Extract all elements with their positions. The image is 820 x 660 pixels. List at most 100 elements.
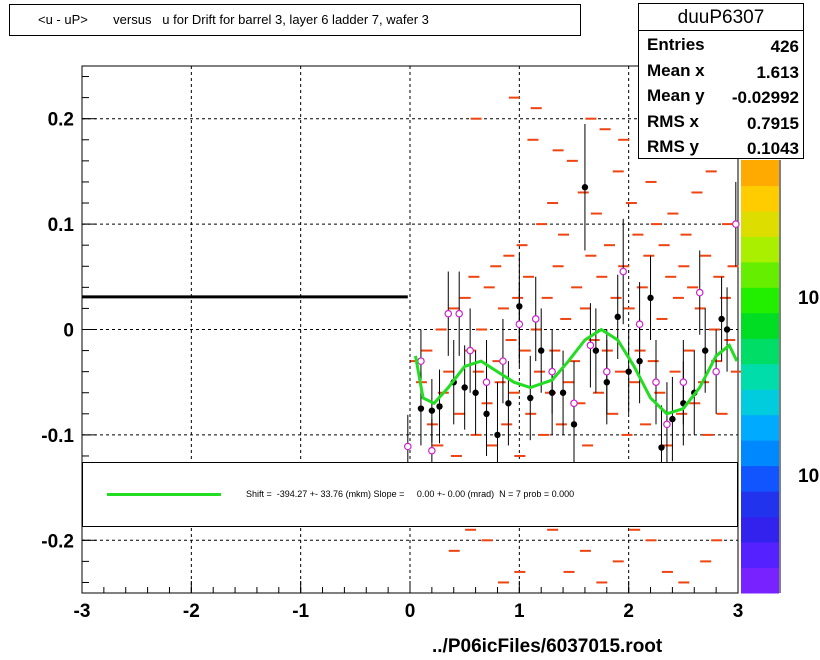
profile-point-open [548, 367, 556, 376]
legend-fit-swatch [107, 493, 221, 496]
histogram-cell [432, 444, 444, 447]
histogram-cell [623, 307, 635, 310]
histogram-cell [448, 549, 460, 552]
histogram-cell [549, 349, 561, 352]
histogram-cell [571, 286, 583, 289]
stats-label: RMS y [647, 137, 699, 156]
histogram-cell [547, 528, 559, 531]
histogram-cell [656, 317, 668, 320]
histogram-cell [563, 570, 575, 573]
histogram-cell [472, 370, 484, 373]
profile-point-open [619, 267, 628, 276]
histogram-cell [603, 244, 615, 247]
palette-band [741, 542, 779, 569]
histogram-cell [629, 528, 641, 531]
palette-band [741, 338, 779, 365]
histogram-cell [519, 349, 531, 352]
profile-point-filled [417, 405, 425, 412]
histogram-cell [538, 433, 550, 436]
histogram-cell [501, 423, 513, 426]
stats-label: Mean x [647, 60, 705, 80]
histogram-cell [665, 275, 677, 278]
histogram-cell [625, 202, 637, 205]
histogram-cell [669, 370, 681, 373]
histogram-cell [612, 560, 624, 563]
histogram-cell [508, 96, 520, 99]
histogram-cell [612, 170, 624, 173]
palette-band [741, 516, 779, 543]
histogram-cell [492, 360, 504, 363]
histogram-cell [676, 412, 688, 415]
histogram-cell [596, 275, 608, 278]
histogram-cell [727, 265, 739, 268]
histogram-cell [516, 244, 528, 247]
legend-fit-text: Shift = -394.27 +- 33.76 (mkm) Slope = 0… [246, 489, 575, 499]
histogram-cell [558, 233, 570, 236]
profile-point-open [570, 399, 578, 408]
profile-point-filled [505, 400, 512, 407]
profile-point-filled [669, 415, 676, 423]
profile-point-open [586, 341, 595, 350]
profile-point-filled [428, 407, 436, 414]
x-tick-label: 3 [733, 601, 744, 622]
histogram-cell [547, 202, 559, 205]
profile-point-open [602, 367, 611, 376]
histogram-cell [585, 254, 597, 257]
y-tick-label: -0.2 [41, 531, 74, 552]
profile-point-filled [723, 326, 731, 333]
histogram-cell [541, 296, 553, 299]
x-tick-label: 0 [405, 601, 416, 622]
y-tick-label: 0.1 [48, 215, 75, 236]
histogram-cell [421, 349, 433, 352]
stats-box: duuP6307 Entries 426 Mean x 1.613 Mean y… [638, 3, 804, 159]
histogram-cell [651, 223, 662, 226]
profile-point-filled [625, 368, 632, 375]
histogram-cell [470, 117, 482, 120]
histogram-cell [654, 391, 666, 394]
profile-point-filled [702, 347, 709, 354]
z-axis-label-upper: 10 [798, 288, 820, 309]
palette-band [741, 185, 779, 212]
x-tick-label: -2 [183, 601, 200, 622]
histogram-cell [443, 370, 455, 373]
palette-band [741, 465, 779, 492]
histogram-cell [579, 549, 591, 552]
profile-point-open [695, 288, 704, 297]
profile-point-open [652, 378, 660, 387]
profile-point-filled [494, 431, 501, 439]
stats-value: -0.02992 [731, 88, 799, 107]
fit-legend: Shift = -394.27 +- 33.76 (mkm) Slope = 0… [82, 462, 738, 527]
palette-band [741, 491, 779, 518]
histogram-cell [577, 191, 589, 194]
histogram-cell [560, 317, 572, 320]
profile-point-filled [614, 313, 621, 321]
profile-point-open [444, 309, 453, 318]
histogram-cell [593, 391, 605, 394]
profile-point-filled [461, 384, 468, 391]
histogram-cell [680, 233, 692, 236]
histogram-cell [645, 180, 657, 183]
histogram-cell [503, 254, 515, 257]
histogram-cell [588, 339, 600, 342]
x-tick-label: 1 [514, 601, 525, 622]
histogram-cell [582, 444, 594, 447]
histogram-cell [483, 286, 495, 289]
profile-point-filled [718, 315, 725, 323]
palette-band [741, 287, 779, 314]
histogram-cell [574, 402, 586, 405]
histogram-cell [527, 138, 539, 141]
stats-row-mean-x: Mean x 1.613 [639, 57, 803, 83]
profile-point-open [515, 320, 524, 329]
histogram-cell [590, 212, 602, 215]
histogram-cell [450, 454, 462, 457]
fit-curve [414, 327, 739, 416]
color-palette [741, 160, 781, 594]
profile-point-filled [592, 347, 600, 354]
histogram-cell [700, 254, 712, 257]
histogram-cell [459, 296, 471, 299]
histogram-cell [555, 423, 567, 426]
profile-point-open [428, 446, 436, 455]
histogram-cell [566, 159, 578, 162]
histogram-cell [643, 254, 655, 257]
y-tick-label: -0.1 [41, 426, 74, 447]
